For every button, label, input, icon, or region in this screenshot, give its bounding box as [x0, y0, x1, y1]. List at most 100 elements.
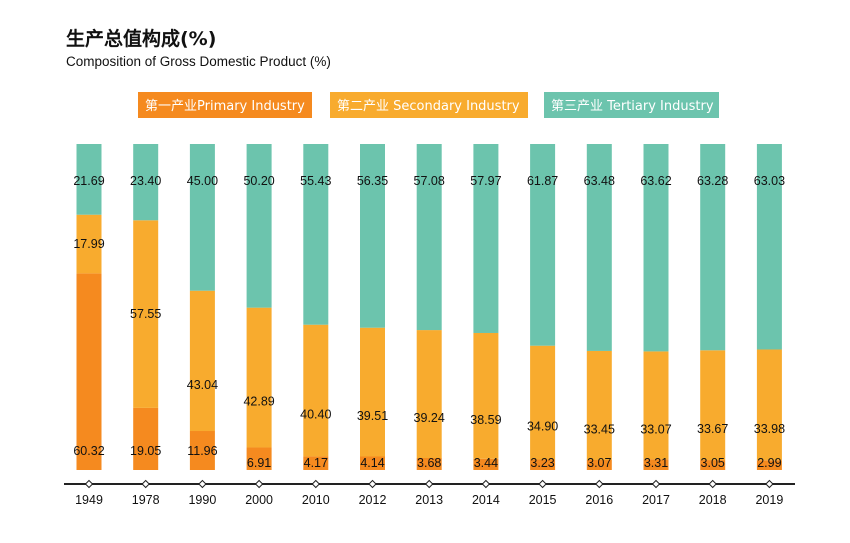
bar-primary-2019 [756, 460, 782, 470]
label-secondary-2000: 42.89 [243, 395, 274, 409]
legend-label-3: 第三产业 Tertiary Industry [551, 99, 714, 114]
label-primary-1949: 60.32 [73, 444, 104, 458]
label-primary-2015: 3.23 [530, 456, 554, 470]
label-primary-2013: 3.68 [417, 456, 441, 470]
label-secondary-2017: 33.07 [640, 422, 671, 436]
bar-secondary-2019 [756, 349, 782, 461]
bar-tertiary-2012 [360, 144, 385, 328]
x-tick-label-2013: 2013 [415, 493, 443, 507]
x-tick-label-1978: 1978 [132, 493, 160, 507]
axis-tick-2010 [311, 479, 321, 489]
label-primary-1990: 11.96 [187, 444, 217, 458]
axis-tick-2015 [538, 479, 547, 489]
bar-primary-2014 [473, 458, 499, 470]
bar-primary-1949 [76, 273, 102, 470]
axis-tick-1990 [198, 479, 207, 489]
axis-tick-2014 [481, 479, 491, 489]
label-tertiary-2012: 56.35 [357, 174, 388, 188]
label-primary-1978: 19.05 [130, 444, 161, 458]
label-tertiary-2000: 50.20 [243, 174, 274, 188]
label-secondary-1949: 17.99 [73, 237, 104, 251]
bar-secondary-2017 [643, 351, 669, 460]
x-tick-label-1990: 1990 [188, 493, 216, 507]
label-primary-2016: 3.07 [587, 456, 611, 470]
axis-tick-1978 [141, 479, 150, 489]
x-tick-label-2019: 2019 [755, 493, 783, 507]
label-tertiary-1978: 23.40 [130, 174, 161, 188]
bar-primary-1978 [133, 407, 159, 470]
bar-secondary-1990 [189, 290, 215, 432]
label-secondary-2018: 33.67 [697, 422, 728, 436]
bar-primary-2016 [586, 459, 612, 470]
label-primary-2000: 6.91 [247, 456, 271, 470]
bar-primary-2015 [530, 459, 556, 470]
bar-secondary-2012 [360, 327, 385, 457]
axis-tick-2013 [424, 479, 434, 489]
bar-primary-1990 [189, 431, 215, 470]
bar-secondary-2018 [700, 350, 726, 461]
bar-tertiary-2019 [756, 144, 782, 350]
label-primary-2014: 3.44 [474, 456, 498, 470]
bar-tertiary-2015 [530, 144, 556, 346]
axis-tick-2017 [651, 479, 661, 489]
bar-secondary-2015 [530, 345, 556, 460]
axis-tick-2012 [368, 479, 377, 489]
legend-label-2: 第二产业 Secondary Industry [337, 99, 520, 114]
label-primary-2017: 3.31 [644, 456, 668, 470]
label-tertiary-2019: 63.03 [754, 174, 785, 188]
label-secondary-2015: 34.90 [527, 420, 558, 434]
x-tick-label-2012: 2012 [359, 493, 387, 507]
label-tertiary-1949: 21.69 [73, 174, 104, 188]
axis-tick-2016 [595, 479, 604, 489]
label-secondary-1990: 43.04 [187, 378, 218, 392]
label-secondary-2016: 33.45 [584, 422, 615, 436]
label-secondary-1978: 57.55 [130, 307, 161, 321]
bar-secondary-1978 [133, 220, 159, 408]
bar-tertiary-2010 [303, 144, 329, 325]
bar-primary-2010 [303, 456, 329, 470]
axis-tick-2019 [765, 479, 774, 489]
bar-secondary-2016 [586, 350, 612, 460]
legend-label-1: 第一产业Primary Industry [145, 99, 305, 114]
label-secondary-2019: 33.98 [754, 422, 785, 436]
legend-swatch-2 [330, 92, 528, 118]
x-tick-label-2014: 2014 [472, 493, 500, 507]
label-secondary-2012: 39.51 [357, 409, 388, 423]
bar-primary-2018 [700, 460, 726, 470]
bar-tertiary-2016 [586, 144, 612, 351]
axis-tick-2018 [708, 479, 717, 489]
x-tick-label-1949: 1949 [75, 493, 103, 507]
label-tertiary-2014: 57.97 [470, 174, 501, 188]
label-primary-2018: 3.05 [701, 456, 725, 470]
axis-tick-2000 [254, 479, 264, 489]
bar-secondary-2013 [416, 330, 442, 459]
legend-swatch-1 [138, 92, 312, 118]
x-tick-label-2018: 2018 [699, 493, 727, 507]
label-tertiary-2013: 57.08 [414, 174, 445, 188]
chart-title: 生产总值构成(%) [66, 28, 217, 50]
label-secondary-2013: 39.24 [414, 411, 445, 425]
bar-tertiary-1990 [189, 144, 215, 291]
bar-primary-2000 [246, 447, 272, 470]
x-tick-label-2015: 2015 [529, 493, 557, 507]
bar-secondary-1949 [76, 214, 102, 274]
bar-secondary-2010 [303, 324, 329, 457]
bar-primary-2017 [643, 459, 669, 470]
label-primary-2010: 4.17 [304, 456, 328, 470]
bar-tertiary-1949 [76, 144, 102, 215]
x-tick-label-2017: 2017 [642, 493, 670, 507]
label-tertiary-2016: 63.48 [584, 174, 615, 188]
bar-tertiary-1978 [133, 144, 159, 221]
x-tick-label-2000: 2000 [245, 493, 273, 507]
bar-tertiary-2018 [700, 144, 726, 351]
bar-secondary-2014 [473, 332, 499, 459]
legend-swatch-3 [544, 92, 719, 118]
bar-tertiary-2014 [473, 144, 499, 333]
x-tick-label-2016: 2016 [585, 493, 613, 507]
bar-tertiary-2013 [416, 144, 442, 331]
bar-primary-2012 [360, 456, 385, 470]
axis-tick-1949 [84, 479, 94, 489]
label-tertiary-2017: 63.62 [640, 174, 671, 188]
label-primary-2012: 4.14 [360, 456, 384, 470]
